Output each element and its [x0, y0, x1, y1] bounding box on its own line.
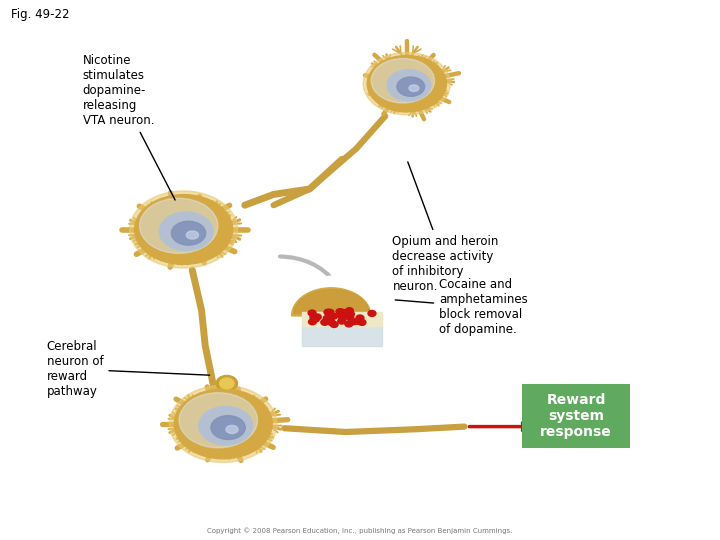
Text: Nicotine
stimulates
dopamine-
releasing
VTA neuron.: Nicotine stimulates dopamine- releasing …	[83, 54, 175, 200]
Circle shape	[323, 315, 331, 321]
Ellipse shape	[140, 198, 218, 253]
Ellipse shape	[169, 386, 277, 462]
Ellipse shape	[186, 231, 199, 239]
Bar	[302, 312, 382, 326]
Ellipse shape	[130, 191, 238, 268]
Circle shape	[321, 319, 329, 325]
Text: Copyright © 2008 Pearson Education, Inc., publishing as Pearson Benjamin Cumming: Copyright © 2008 Pearson Education, Inc.…	[207, 527, 513, 534]
Ellipse shape	[179, 393, 258, 448]
Circle shape	[336, 309, 344, 315]
Circle shape	[346, 314, 354, 320]
Text: Cerebral
neuron of
reward
pathway: Cerebral neuron of reward pathway	[47, 340, 210, 398]
Circle shape	[220, 378, 234, 389]
Circle shape	[338, 318, 346, 324]
Circle shape	[330, 321, 338, 327]
Circle shape	[346, 308, 354, 314]
Ellipse shape	[367, 56, 446, 112]
Circle shape	[338, 309, 346, 315]
Circle shape	[356, 315, 364, 321]
Text: Fig. 49-22: Fig. 49-22	[11, 8, 69, 21]
Ellipse shape	[135, 194, 233, 265]
Circle shape	[281, 275, 403, 367]
Circle shape	[368, 310, 376, 316]
Circle shape	[311, 316, 319, 322]
Circle shape	[328, 320, 336, 326]
Circle shape	[310, 314, 318, 320]
Circle shape	[216, 375, 238, 391]
Ellipse shape	[159, 212, 213, 251]
Circle shape	[338, 309, 346, 315]
Bar	[302, 324, 382, 346]
Ellipse shape	[171, 221, 206, 245]
Text: Cocaine and
amphetamines
block removal
of dopamine.: Cocaine and amphetamines block removal o…	[395, 278, 528, 336]
Circle shape	[308, 310, 316, 316]
Ellipse shape	[226, 426, 238, 434]
Ellipse shape	[409, 85, 419, 91]
Circle shape	[313, 314, 321, 320]
Circle shape	[346, 311, 354, 317]
Circle shape	[358, 319, 366, 325]
Circle shape	[326, 309, 334, 315]
Text: Opium and heroin
decrease activity
of inhibitory
neuron.: Opium and heroin decrease activity of in…	[392, 162, 499, 293]
Ellipse shape	[199, 407, 253, 445]
Circle shape	[326, 318, 334, 323]
Polygon shape	[294, 289, 369, 313]
Polygon shape	[292, 288, 371, 316]
Circle shape	[338, 314, 346, 320]
Circle shape	[330, 313, 338, 319]
Ellipse shape	[387, 70, 431, 101]
Ellipse shape	[372, 58, 435, 103]
Circle shape	[355, 319, 363, 325]
Circle shape	[346, 309, 354, 315]
Circle shape	[350, 319, 358, 325]
Ellipse shape	[397, 77, 425, 96]
Ellipse shape	[363, 52, 451, 115]
Text: Reward
system
response: Reward system response	[540, 393, 612, 439]
Circle shape	[345, 321, 353, 327]
Circle shape	[324, 309, 332, 315]
FancyBboxPatch shape	[523, 383, 629, 448]
Ellipse shape	[211, 416, 246, 440]
Circle shape	[308, 319, 316, 325]
Ellipse shape	[174, 389, 272, 459]
